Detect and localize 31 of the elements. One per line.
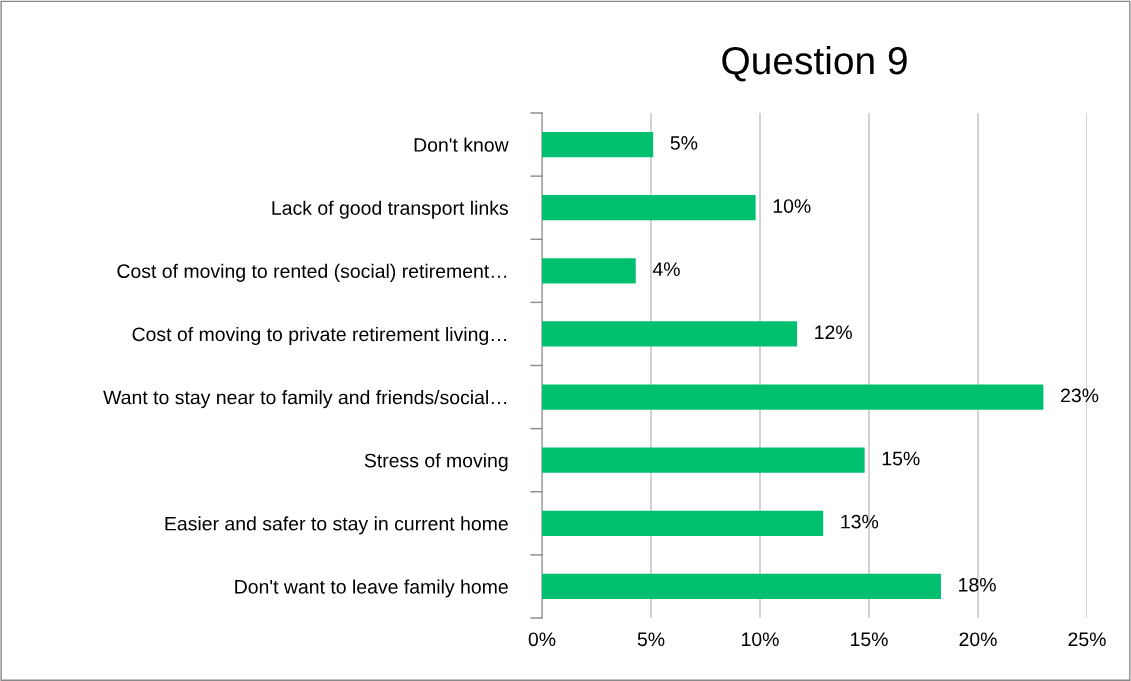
bar [542,258,636,284]
x-tick-label: 0% [528,632,556,647]
data-label: 15% [882,451,920,466]
y-tick-label: Cost of moving to rented (social) retirement… [117,263,507,282]
x-tick-label: 15% [851,632,888,647]
chart-title: Question 9 [722,45,907,82]
x-tick-label: 20% [959,632,997,647]
bar [542,131,654,158]
data-label: 5% [670,136,698,150]
bar [542,384,1044,410]
y-tick-label: Don't want to leave family home [235,579,508,598]
data-label: 4% [652,262,680,276]
data-label: 23% [1061,388,1099,403]
bar [542,321,798,347]
data-label: 12% [815,325,852,340]
y-tick-label: Lack of good transport links [272,200,508,219]
x-tick-label: 5% [637,632,665,647]
x-tick-label: 10% [742,632,779,647]
data-label: 18% [959,577,996,592]
y-tick-label: Want to stay near to family and friends/social… [103,390,507,409]
y-tick-label: Don't know [414,137,509,152]
bar [542,510,824,536]
y-tick-label: Stress of moving [364,453,508,472]
bar [542,573,941,600]
bar [542,195,756,221]
y-tick-label: Easier and safer to stay in current home [165,516,508,535]
x-tick-label: 25% [1068,632,1106,647]
data-label: 13% [841,514,879,529]
bar [542,447,865,473]
data-label: 10% [773,199,811,213]
y-tick-label: Cost of moving to private retirement living… [132,326,507,346]
